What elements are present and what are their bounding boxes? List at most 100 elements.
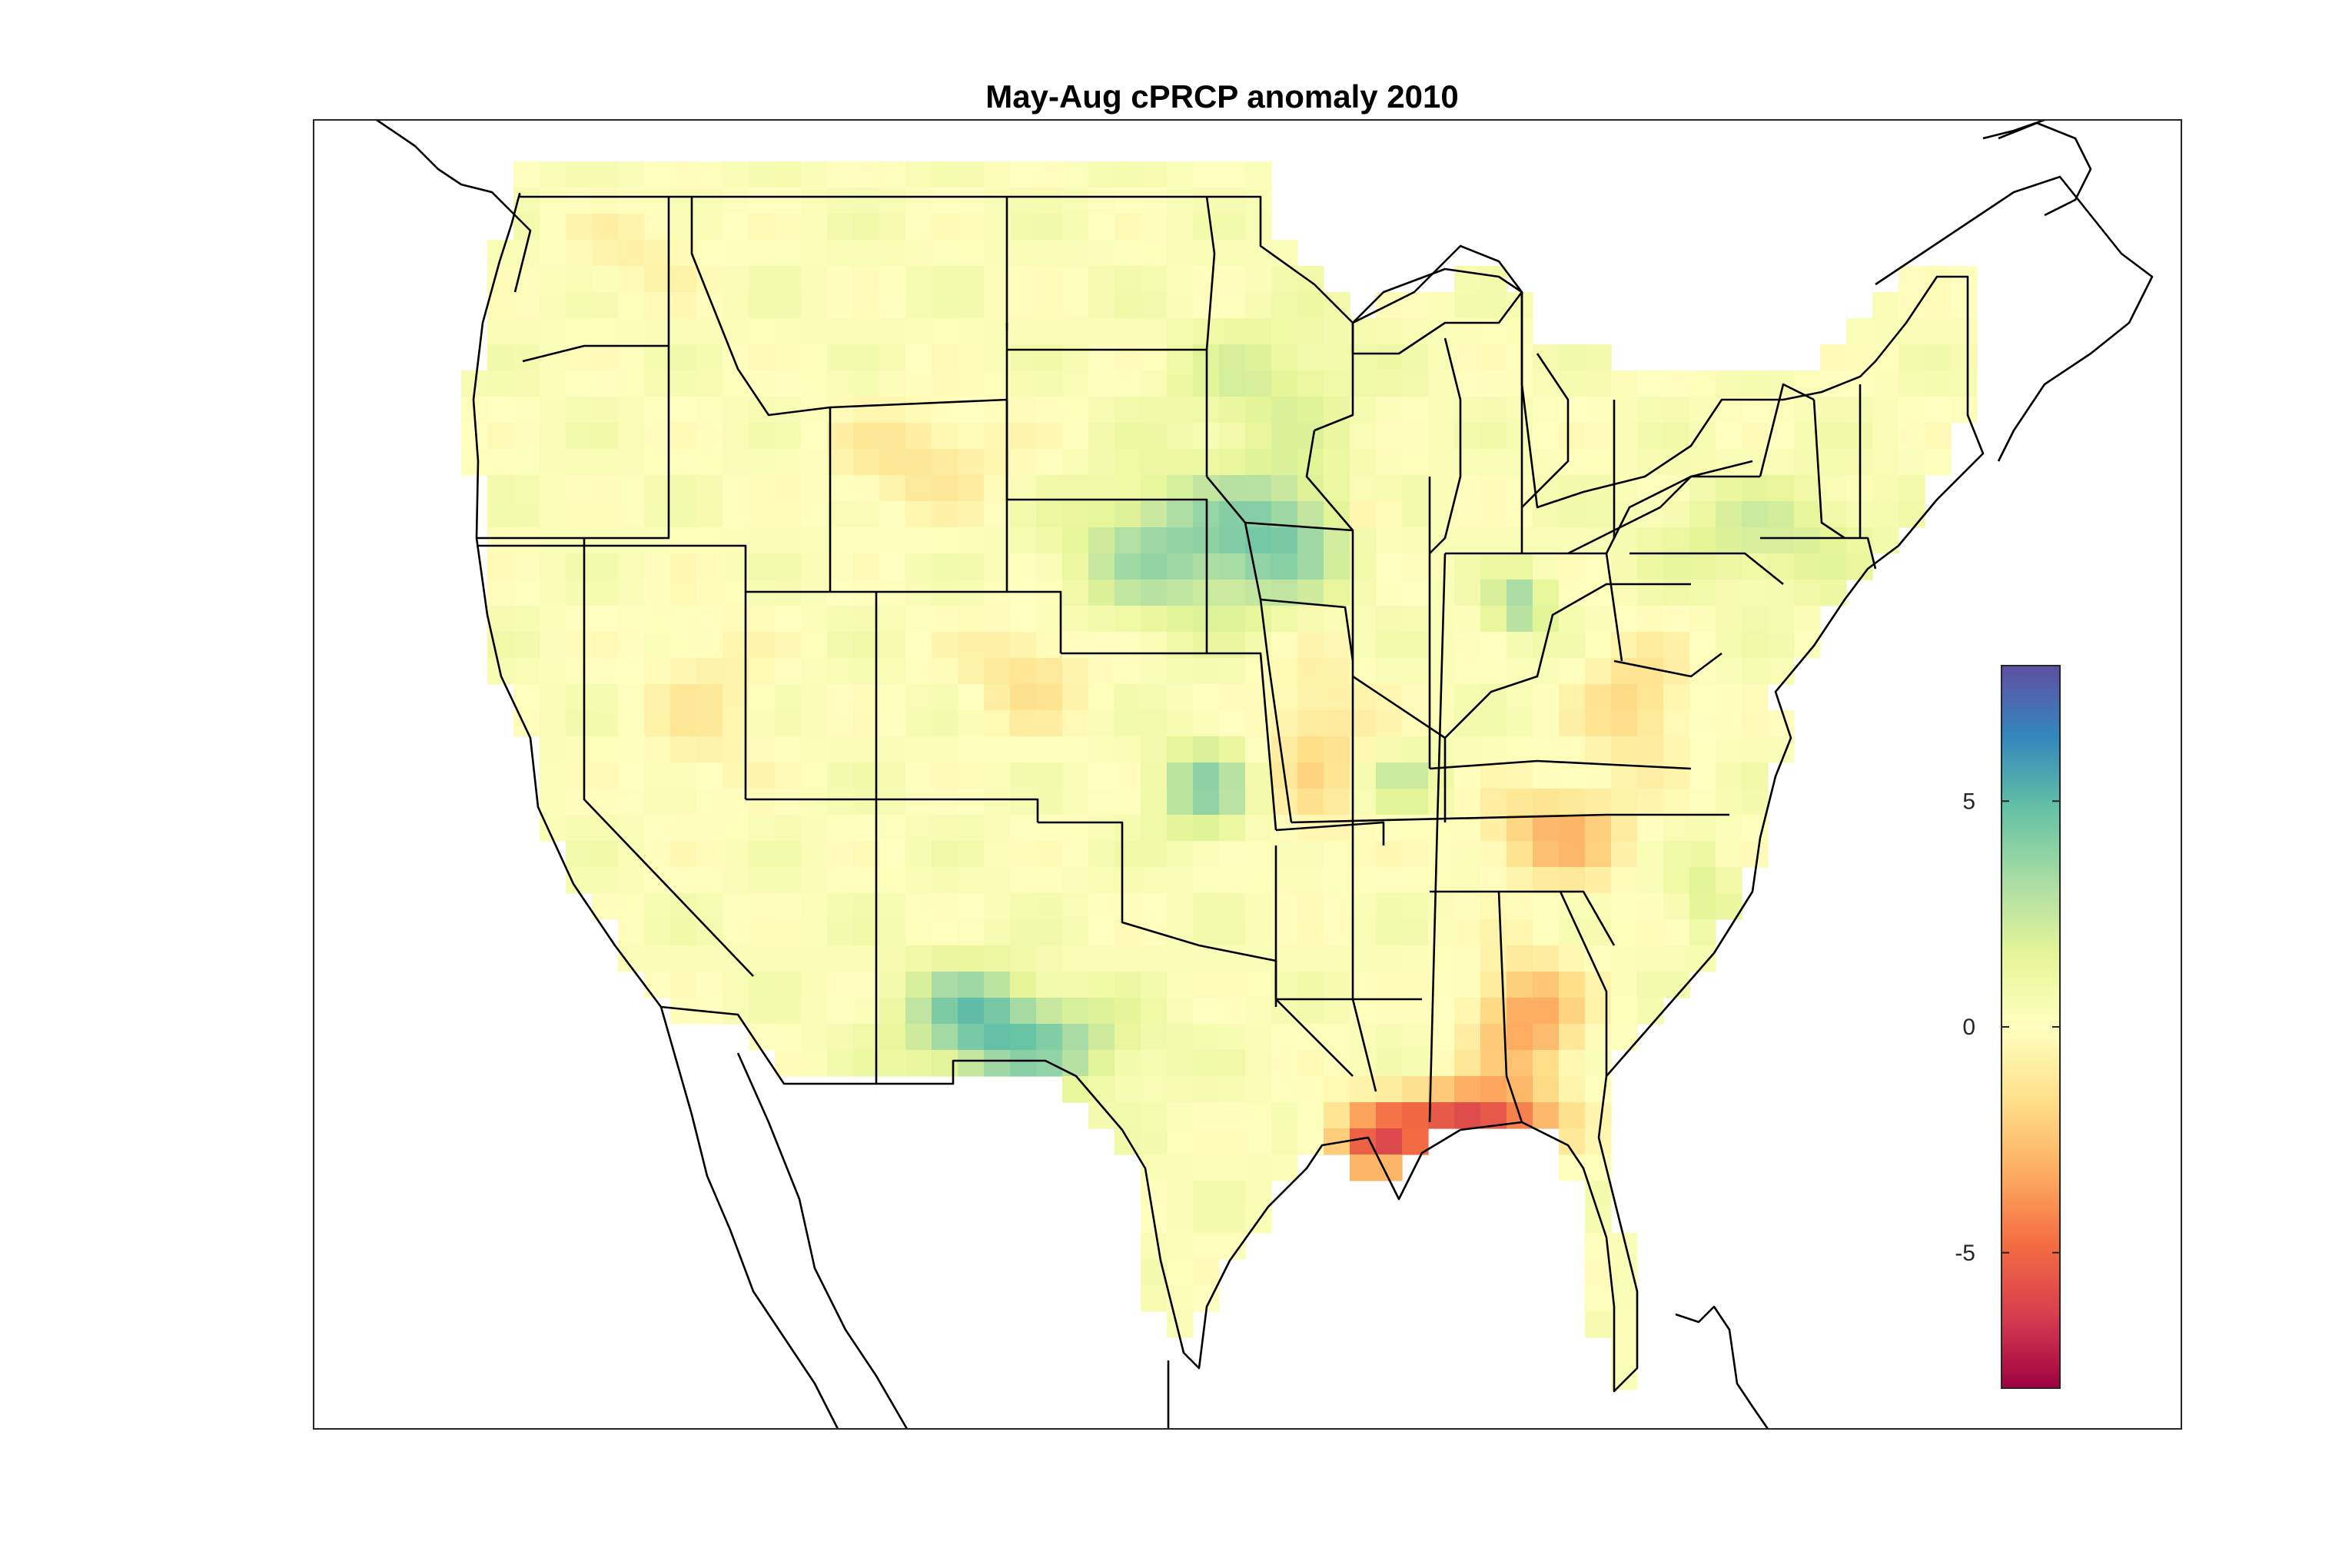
anomaly-cell xyxy=(1559,344,1586,371)
anomaly-cell xyxy=(853,318,880,345)
anomaly-cell xyxy=(1036,292,1063,319)
anomaly-cell xyxy=(1219,553,1246,580)
anomaly-cell xyxy=(1324,762,1350,789)
anomaly-cell xyxy=(1193,762,1220,789)
anomaly-cell xyxy=(1872,449,1899,476)
anomaly-cell xyxy=(1219,762,1246,789)
anomaly-cell xyxy=(618,867,645,894)
anomaly-cell xyxy=(696,841,723,868)
anomaly-cell xyxy=(1297,867,1324,894)
anomaly-cell xyxy=(1088,762,1115,789)
anomaly-cell xyxy=(1088,919,1115,946)
mexico-mainland-coast xyxy=(736,1052,909,1429)
anomaly-cell xyxy=(618,736,645,763)
anomaly-cell xyxy=(487,292,514,319)
anomaly-cell xyxy=(1507,527,1533,554)
anomaly-cell xyxy=(1010,632,1037,659)
anomaly-cell xyxy=(1585,632,1612,659)
anomaly-cell xyxy=(1533,580,1560,606)
anomaly-cell xyxy=(1245,1181,1272,1208)
anomaly-cell xyxy=(1454,1076,1481,1103)
anomaly-cell xyxy=(723,240,749,267)
anomaly-cell xyxy=(958,762,985,789)
anomaly-cell xyxy=(1350,501,1377,528)
anomaly-cell xyxy=(1663,684,1690,711)
anomaly-cell xyxy=(1507,1050,1533,1077)
anomaly-cell xyxy=(932,919,958,946)
anomaly-cell xyxy=(618,161,645,188)
anomaly-cell xyxy=(1637,945,1664,972)
anomaly-cell xyxy=(984,867,1011,894)
anomaly-cell xyxy=(1533,919,1560,946)
anomaly-cell xyxy=(1872,527,1899,554)
anomaly-cell xyxy=(1402,841,1429,868)
anomaly-cell xyxy=(1533,972,1560,998)
anomaly-cell xyxy=(1062,318,1089,345)
anomaly-cell xyxy=(1872,501,1899,528)
anomaly-cell xyxy=(644,214,671,241)
anomaly-cell xyxy=(1480,1050,1507,1077)
anomaly-cell xyxy=(801,606,828,633)
anomaly-cell xyxy=(1036,998,1063,1025)
anomaly-cell xyxy=(879,240,906,267)
anomaly-cell xyxy=(513,632,540,659)
anomaly-cell xyxy=(827,893,854,920)
anomaly-cell xyxy=(540,501,566,528)
anomaly-cell xyxy=(723,841,749,868)
anomaly-cell xyxy=(1350,449,1377,476)
anomaly-cell xyxy=(540,632,566,659)
anomaly-cell xyxy=(644,161,671,188)
anomaly-cell xyxy=(1689,501,1716,528)
anomaly-cell xyxy=(958,841,985,868)
anomaly-cell xyxy=(801,893,828,920)
anomaly-cell xyxy=(1245,815,1272,842)
anomaly-cell xyxy=(853,266,880,293)
anomaly-cell xyxy=(1010,1024,1037,1051)
anomaly-cell xyxy=(775,240,802,267)
anomaly-cell xyxy=(1062,1024,1089,1051)
anomaly-cell xyxy=(1219,1050,1246,1077)
anomaly-cell xyxy=(670,423,697,450)
anomaly-cell xyxy=(644,188,671,214)
anomaly-cell xyxy=(1167,266,1194,293)
anomaly-cell xyxy=(1219,344,1246,371)
anomaly-cell xyxy=(1637,527,1664,554)
anomaly-cell xyxy=(1193,214,1220,241)
anomaly-cell xyxy=(827,658,854,685)
anomaly-cell xyxy=(1245,1076,1272,1103)
anomaly-cell xyxy=(1297,658,1324,685)
anomaly-cell xyxy=(984,736,1011,763)
anomaly-cell xyxy=(1219,1024,1246,1051)
anomaly-cell xyxy=(1376,553,1403,580)
anomaly-cell xyxy=(827,475,854,502)
anomaly-cell xyxy=(1480,501,1507,528)
anomaly-cell xyxy=(1324,867,1350,894)
anomaly-cell xyxy=(723,998,749,1025)
anomaly-cell xyxy=(1088,998,1115,1025)
anomaly-cell xyxy=(1193,815,1220,842)
anomaly-cell xyxy=(1062,397,1089,424)
anomaly-cell xyxy=(696,710,723,737)
anomaly-cell xyxy=(1062,893,1089,920)
anomaly-cell xyxy=(1585,527,1612,554)
anomaly-cell xyxy=(618,423,645,450)
anomaly-cell xyxy=(513,684,540,711)
anomaly-cell xyxy=(1062,580,1089,606)
anomaly-cell xyxy=(775,736,802,763)
anomaly-cell xyxy=(932,475,958,502)
anomaly-cell xyxy=(592,370,619,397)
anomaly-cell xyxy=(1297,318,1324,345)
anomaly-cell xyxy=(1115,214,1141,241)
anomaly-cell xyxy=(1350,945,1377,972)
anomaly-cell xyxy=(1219,658,1246,685)
anomaly-cell xyxy=(932,841,958,868)
anomaly-cell xyxy=(1010,266,1037,293)
anomaly-cell xyxy=(670,553,697,580)
anomaly-cell xyxy=(1585,762,1612,789)
anomaly-cell xyxy=(1115,841,1141,868)
anomaly-cell xyxy=(1454,1102,1481,1129)
anomaly-cell xyxy=(670,632,697,659)
anomaly-cell xyxy=(1428,397,1455,424)
anomaly-cell xyxy=(1925,449,1952,476)
anomaly-cell xyxy=(1010,606,1037,633)
